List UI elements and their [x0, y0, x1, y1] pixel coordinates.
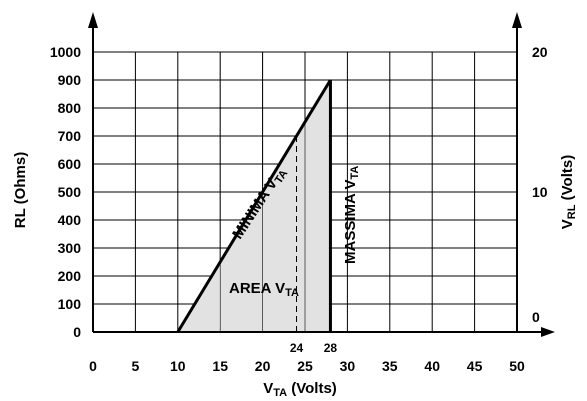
x-tick-label: 45 [467, 358, 483, 374]
x-tick-label: 0 [89, 358, 97, 374]
x-tick-label: 25 [297, 358, 313, 374]
x-axis-label: VTA (Volts) [263, 380, 337, 399]
x-tick-label: 40 [424, 358, 440, 374]
y-axis-left-arrow [88, 12, 98, 28]
series-line [176, 79, 332, 333]
x-tick-label: 20 [255, 358, 271, 374]
y-axis-label-right: VRL (Volts) [559, 155, 578, 229]
y-axis-label-left: RL (Ohms) [12, 152, 29, 228]
y-axis-right-arrow [512, 12, 522, 28]
y-tick-label-left: 700 [58, 128, 82, 144]
y-tick-label-left: 100 [58, 296, 82, 312]
x-tick-label: 10 [170, 358, 186, 374]
series-layer [176, 79, 332, 333]
y-tick-label-left: 1000 [50, 44, 81, 60]
x-tick-label: 15 [212, 358, 228, 374]
y-tick-label-left: 900 [58, 72, 82, 88]
y-tick-label-right: 20 [532, 44, 548, 60]
axes [88, 12, 555, 337]
y-tick-label-left: 500 [58, 184, 82, 200]
y-tick-label-left: 400 [58, 212, 82, 228]
y-tick-label-left: 600 [58, 156, 82, 172]
y-tick-label-right: 10 [532, 184, 548, 200]
x-tick-label: 5 [132, 358, 140, 374]
x-tick-label: 35 [382, 358, 398, 374]
y-tick-label-right: 0 [532, 309, 540, 325]
y-tick-label-left: 800 [58, 100, 82, 116]
x-tick-label: 50 [509, 358, 525, 374]
y-tick-label-left: 300 [58, 240, 82, 256]
massima-label: MASSIMA VTA [342, 166, 361, 264]
x-extra-tick-label: 24 [290, 341, 304, 355]
area-label: AREA VTA [229, 280, 299, 299]
y-tick-label-left: 0 [73, 324, 81, 340]
x-axis-arrow [541, 327, 555, 337]
y-tick-label-left: 200 [58, 268, 82, 284]
x-tick-label: 30 [340, 358, 356, 374]
x-extra-tick-label: 28 [324, 341, 338, 355]
